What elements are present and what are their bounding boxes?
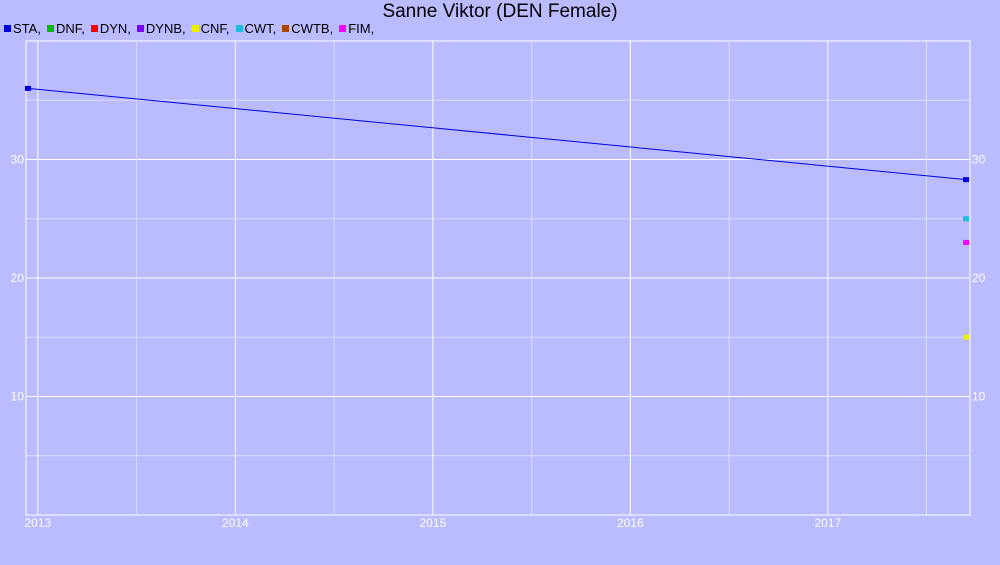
legend-item-dyn: DYN, (90, 20, 131, 36)
chart-title: Sanne Viktor (DEN Female) (382, 1, 618, 22)
y-tick-label-left: 10 (11, 390, 25, 404)
y-tick-label-left: 30 (11, 153, 25, 167)
data-point-cnf (963, 334, 970, 340)
legend-swatch-cwtb (282, 24, 290, 32)
y-tick-label-right: 20 (972, 271, 986, 285)
legend-label-cnf: CNF, (200, 20, 230, 36)
data-point-sta (24, 85, 31, 91)
legend-item-cwt: CWT, (235, 20, 277, 36)
legend-swatch-sta (4, 24, 11, 32)
legend-label-dyn: DYN, (99, 20, 131, 36)
legend-swatch-dyn (90, 24, 98, 32)
legend-item-dnf: DNF, (46, 20, 85, 36)
legend: STA, DNF, DYN, DYNB, CNF, CWT, CWTB, FIM, (4, 20, 380, 36)
legend-swatch-dnf (46, 24, 54, 32)
legend-swatch-fim (339, 24, 347, 32)
legend-item-sta: STA, (4, 21, 41, 36)
y-tick-label-right: 30 (972, 153, 986, 167)
data-point-fim (963, 239, 970, 245)
legend-label-cwtb: CWTB, (291, 20, 334, 36)
legend-label-fim: FIM, (348, 20, 375, 36)
legend-label-dynb: DYNB, (145, 20, 186, 36)
legend-item-dynb: DYNB, (136, 20, 186, 36)
plot-frame (25, 40, 971, 516)
legend-swatch-cnf (191, 24, 199, 32)
y-tick-label-right: 10 (972, 390, 986, 404)
legend-swatch-cwt (235, 24, 243, 32)
legend-item-cwtb: CWTB, (282, 21, 333, 36)
legend-label-sta: STA, (13, 20, 41, 36)
x-tick-label: 2013 (24, 516, 51, 530)
x-tick-label: 2016 (617, 516, 644, 530)
series-line-sta (27, 87, 967, 181)
x-tick-label: 2017 (814, 516, 841, 530)
legend-label-cwt: CWT, (244, 20, 277, 36)
y-tick-label-left: 20 (11, 271, 25, 285)
data-point-cwt (963, 216, 970, 222)
legend-label-dnf: DNF, (55, 20, 85, 36)
legend-item-fim: FIM, (339, 21, 374, 36)
legend-item-cnf: CNF, (191, 20, 230, 36)
data-point-sta (963, 177, 970, 183)
x-tick-label: 2015 (419, 516, 446, 530)
legend-swatch-dynb (136, 24, 144, 32)
x-tick-label: 2014 (222, 516, 249, 530)
